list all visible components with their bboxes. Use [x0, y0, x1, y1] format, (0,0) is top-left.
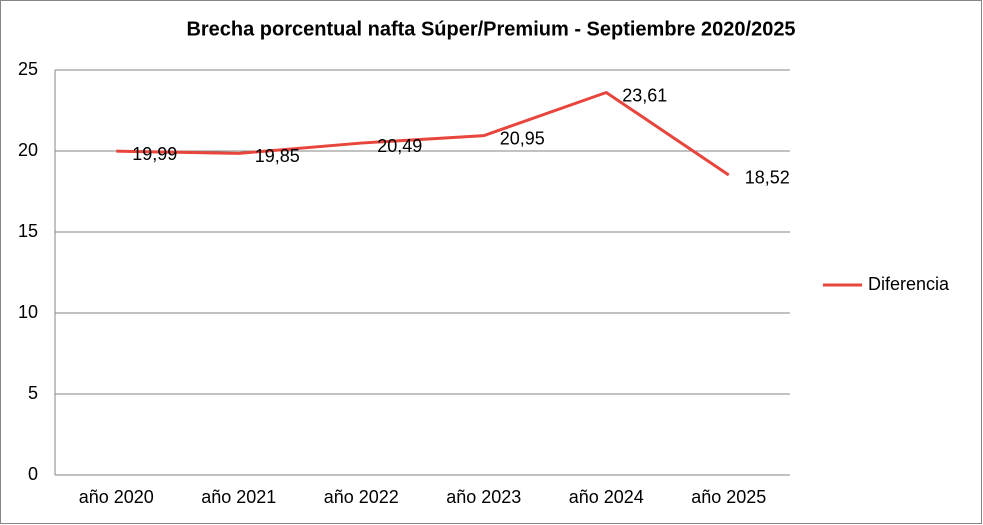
y-tick-label: 5: [28, 383, 38, 403]
x-tick-label: año 2025: [691, 487, 766, 507]
y-tick-label: 25: [18, 59, 38, 79]
data-label: 20,95: [500, 128, 545, 148]
y-tick-label: 15: [18, 221, 38, 241]
y-tick-label: 0: [28, 464, 38, 484]
data-line: [116, 90, 730, 177]
y-tick-label: 10: [18, 302, 38, 322]
x-tick-label: año 2021: [201, 487, 276, 507]
data-label: 19,85: [255, 146, 300, 166]
data-label: 23,61: [622, 85, 667, 105]
chart-title: Brecha porcentual nafta Súper/Premium - …: [186, 18, 795, 40]
y-tick-label: 20: [18, 140, 38, 160]
legend-label: Diferencia: [868, 274, 950, 294]
data-label: 19,99: [132, 144, 177, 164]
x-tick-label: año 2024: [569, 487, 644, 507]
data-label: 18,52: [745, 168, 790, 188]
x-tick-label: año 2022: [324, 487, 399, 507]
data-label: 20,49: [377, 136, 422, 156]
x-tick-label: año 2023: [446, 487, 521, 507]
x-tick-label: año 2020: [79, 487, 154, 507]
